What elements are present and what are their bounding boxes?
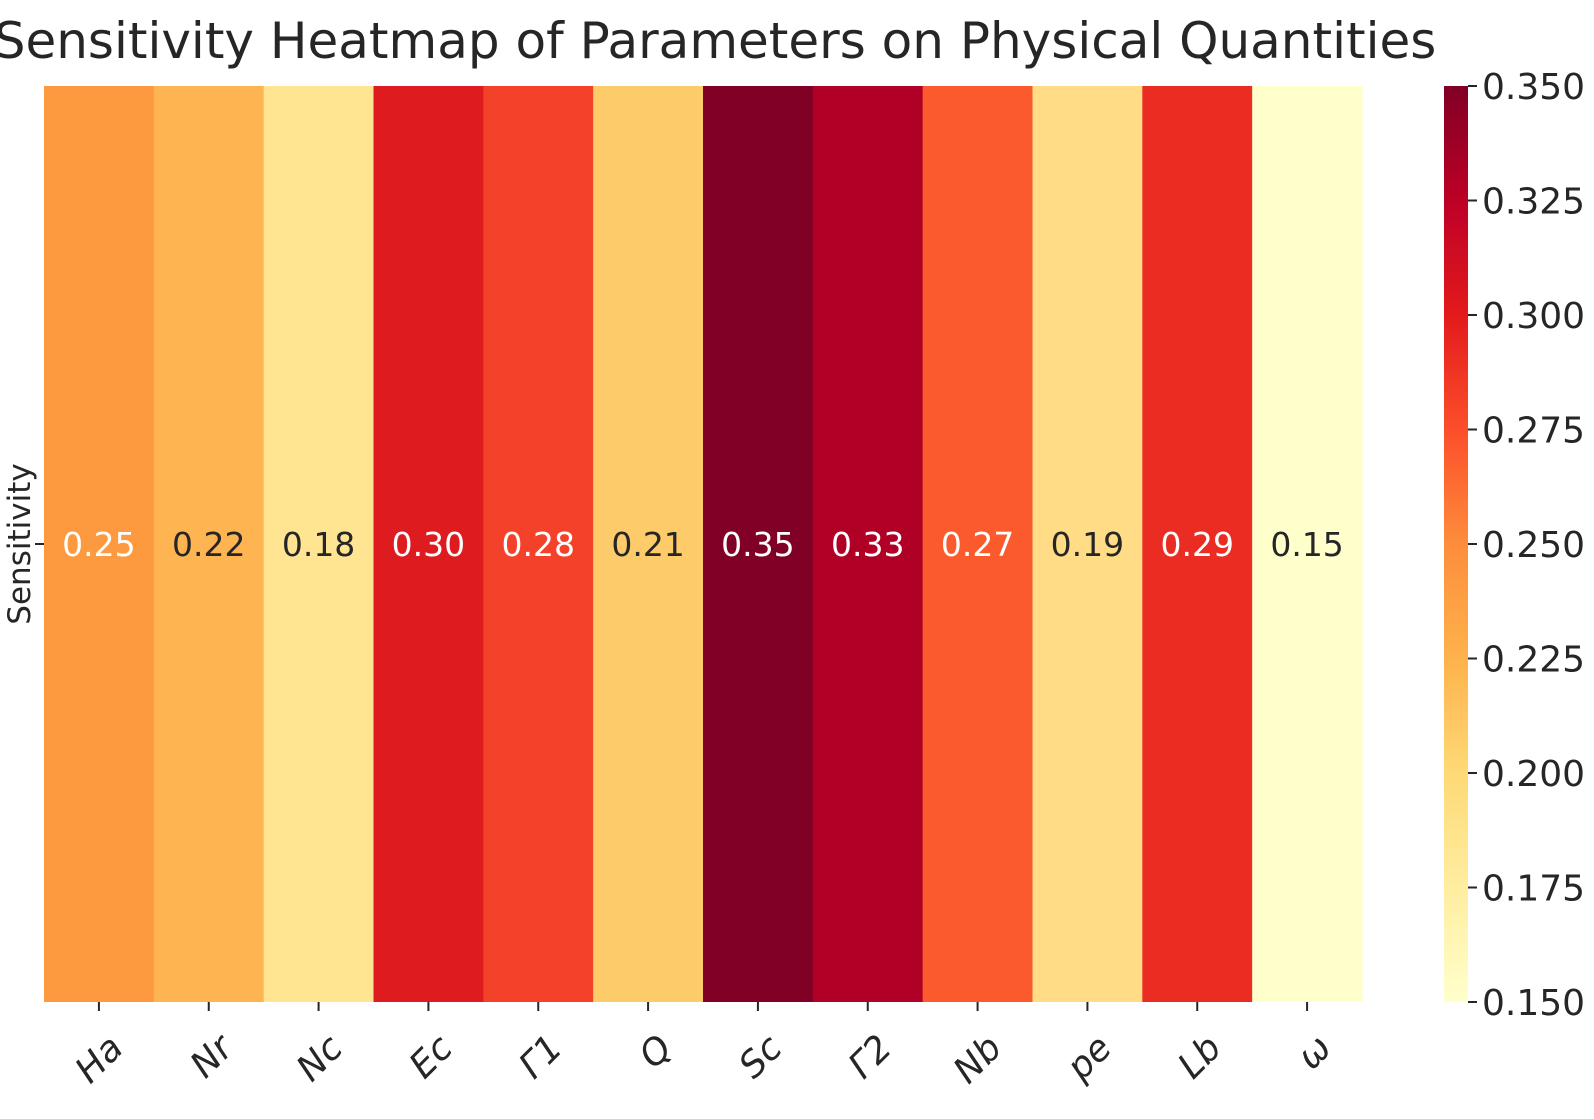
heatmap-cell-5 (593, 86, 704, 1002)
colorbar-tick-label: 0.200 (1482, 754, 1585, 795)
heatmap-cell-1 (153, 86, 265, 1002)
heatmap-cell-9 (1032, 86, 1143, 1002)
x-tick-label: Lb (1170, 1027, 1229, 1086)
cell-value-label: 0.19 (1051, 525, 1124, 564)
x-tick-label: Q (632, 1027, 681, 1076)
cell-value-label: 0.33 (831, 525, 904, 564)
y-axis: Sensitivity (2, 463, 44, 625)
cell-value-label: 0.15 (1270, 525, 1343, 564)
colorbar-tick-label: 0.225 (1482, 640, 1585, 681)
colorbar-gradient (1444, 86, 1468, 1002)
heatmap-cell-3 (373, 86, 484, 1002)
colorbar-tick-label: 0.175 (1482, 869, 1585, 910)
cell-value-label: 0.30 (392, 525, 465, 564)
colorbar-tick-label: 0.325 (1482, 182, 1585, 223)
colorbar-tick-label: 0.275 (1482, 411, 1585, 452)
colorbar-tick-label: 0.150 (1482, 983, 1585, 1024)
x-tick-label: Ha (68, 1027, 132, 1091)
colorbar-tick-label: 0.250 (1482, 525, 1585, 566)
heatmap-cell-8 (922, 86, 1034, 1002)
x-axis: Ha Nr Nc Ec Γ1 Q Sc Γ2 Nb pe Lb ω (68, 1002, 1340, 1092)
colorbar: 0.150 0.175 0.200 0.225 0.250 0.275 0.300 0.325… (1444, 67, 1585, 1024)
heatmap-cell-6 (703, 86, 814, 1002)
cell-value-label: 0.35 (721, 525, 794, 564)
cell-value-label: 0.29 (1161, 525, 1234, 564)
heatmap-cell-2 (263, 86, 375, 1002)
cell-value-label: 0.27 (941, 525, 1014, 564)
y-tick-label: Sensitivity (2, 463, 38, 624)
x-tick-label: Nb (946, 1027, 1010, 1091)
cell-value-label: 0.21 (611, 525, 684, 564)
x-tick-label: Ec (402, 1027, 461, 1086)
cell-value-label: 0.22 (172, 525, 245, 564)
heatmap-cell-10 (1142, 86, 1253, 1002)
cell-value-label: 0.18 (282, 525, 355, 564)
x-tick-label: Γ1 (511, 1027, 570, 1086)
x-tick-label: ω (1289, 1027, 1339, 1077)
heatmap-cells: 0.25 0.22 0.18 0.30 0.28 0.21 0.35 0.33 0.27 0.19… (44, 86, 1363, 1002)
colorbar-tick-label: 0.300 (1482, 296, 1585, 337)
heatmap-cell-0 (44, 86, 155, 1002)
heatmap-cell-7 (812, 86, 924, 1002)
cell-value-label: 0.28 (502, 525, 575, 564)
x-tick-label: pe (1058, 1027, 1120, 1089)
x-tick-label: Γ2 (841, 1027, 900, 1086)
heatmap-cell-11 (1252, 86, 1363, 1002)
x-tick-label: Nc (289, 1027, 351, 1089)
x-tick-label: Sc (731, 1027, 790, 1086)
x-tick-label: Nr (183, 1026, 243, 1086)
colorbar-tick-label: 0.350 (1482, 67, 1585, 108)
heatmap-cell-4 (483, 86, 594, 1002)
cell-value-label: 0.25 (62, 525, 135, 564)
chart-title: Sensitivity Heatmap of Parameters on Phy… (0, 12, 1436, 70)
